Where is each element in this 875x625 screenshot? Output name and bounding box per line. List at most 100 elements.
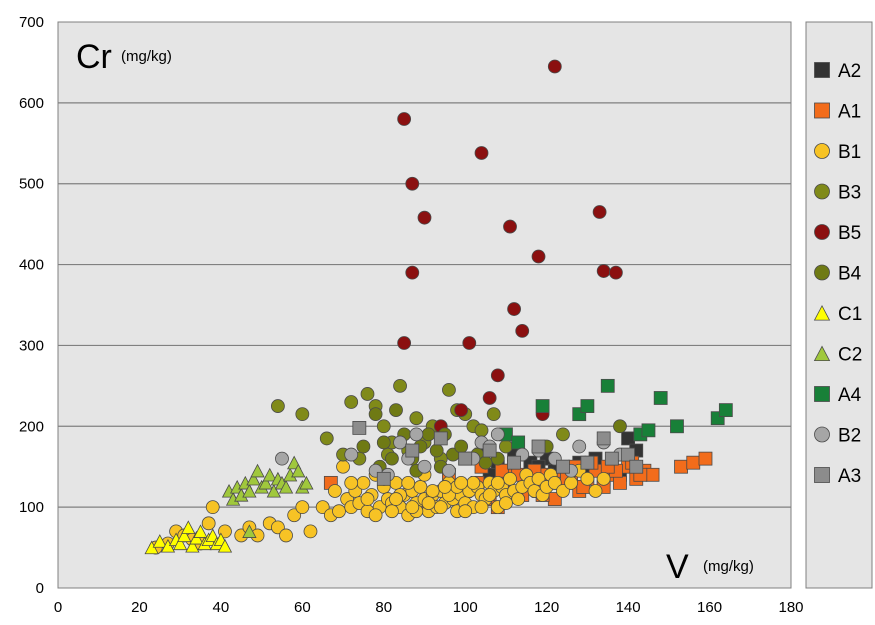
- data-point-a3: [629, 459, 644, 474]
- data-point-a3: [531, 439, 546, 454]
- data-point-b1: [588, 484, 603, 498]
- data-point-b3: [376, 419, 391, 434]
- data-point-b5: [474, 146, 489, 160]
- data-point-b1: [295, 500, 310, 515]
- data-point-b4: [478, 455, 493, 470]
- legend-label-b3: B3: [838, 183, 861, 204]
- data-point-c2: [299, 475, 314, 490]
- data-point-b3: [344, 395, 359, 409]
- legend-label-a4: A4: [838, 385, 862, 406]
- data-point-a3: [621, 447, 636, 462]
- data-point-b1: [490, 475, 505, 490]
- legend-label-a2: A2: [838, 61, 861, 82]
- data-point-c2: [262, 467, 277, 482]
- legend-label-a1: A1: [838, 102, 861, 123]
- data-point-b4: [389, 403, 403, 418]
- y-tick-label: 500: [19, 176, 44, 193]
- data-point-a1: [686, 455, 701, 470]
- data-point-c1: [185, 538, 200, 553]
- legend-label-a3: A3: [838, 466, 861, 487]
- data-point-b3: [270, 399, 285, 413]
- data-point-b3: [474, 423, 489, 438]
- y-tick-label: 700: [19, 14, 44, 31]
- data-point-c2: [242, 524, 257, 538]
- data-point-a3: [433, 431, 448, 446]
- y-tick-label: 600: [19, 95, 44, 112]
- legend-label-b4: B4: [838, 264, 862, 285]
- data-point-a3: [507, 455, 521, 470]
- data-point-b1: [336, 459, 350, 474]
- data-point-a3: [580, 455, 595, 470]
- x-tick-label: 180: [778, 599, 803, 616]
- data-point-b3: [409, 411, 424, 426]
- y-axis-unit: (mg/kg): [121, 48, 172, 65]
- data-point-b1: [503, 471, 517, 486]
- data-point-b5: [608, 265, 623, 280]
- data-point-b1: [421, 496, 436, 511]
- x-axis-unit: (mg/kg): [703, 558, 754, 575]
- legend-label-c2: C2: [838, 345, 862, 366]
- data-point-a4: [641, 423, 656, 438]
- legend-marker-b1: [814, 143, 830, 159]
- legend-label-c1: C1: [838, 304, 862, 325]
- data-point-b1: [454, 475, 469, 490]
- legend-marker-b3: [814, 183, 830, 200]
- data-point-b1: [360, 492, 375, 506]
- legend-marker-c1: [813, 305, 831, 321]
- data-point-b5: [503, 219, 517, 234]
- data-point-a4: [670, 419, 684, 434]
- data-point-b5: [547, 59, 562, 74]
- data-point-b5: [515, 323, 530, 338]
- data-point-b3: [319, 431, 334, 446]
- data-point-b1: [474, 500, 489, 515]
- x-tick-label: 120: [534, 599, 559, 616]
- data-point-b1: [564, 475, 578, 490]
- data-point-b1: [389, 492, 403, 506]
- data-point-b5: [490, 368, 505, 383]
- data-point-b1: [433, 500, 448, 515]
- data-point-c1: [173, 536, 188, 551]
- data-point-b5: [397, 112, 412, 126]
- data-point-b5: [596, 264, 611, 278]
- data-point-b3: [486, 407, 501, 422]
- tick-labels: 0 100 200 300 400 500 600 700 0 20 40 60 80 100 120 140…: [19, 14, 804, 616]
- data-point-b1: [401, 475, 416, 490]
- data-point-c2: [246, 471, 261, 486]
- data-point-c1: [217, 538, 233, 553]
- x-axis-title: V: [666, 548, 689, 586]
- x-tick-label: 80: [375, 599, 392, 616]
- data-point-b4: [356, 439, 371, 454]
- x-tick-label: 100: [453, 599, 478, 616]
- legend-marker-b4: [814, 264, 830, 281]
- data-point-b4: [421, 427, 436, 442]
- data-point-b1: [356, 475, 371, 490]
- x-tick-label: 160: [697, 599, 722, 616]
- data-point-b1: [205, 500, 220, 515]
- data-point-b1: [580, 471, 595, 486]
- data-point-a4: [511, 435, 526, 450]
- y-tick-label: 200: [19, 418, 44, 435]
- data-point-b1: [344, 475, 359, 490]
- data-point-b2: [393, 435, 407, 450]
- legend-marker-b5: [814, 224, 830, 240]
- legend-marker-a4: [814, 386, 830, 402]
- data-point-b5: [397, 336, 412, 350]
- x-tick-label: 0: [54, 599, 62, 616]
- data-point-a3: [376, 471, 391, 486]
- data-point-c2: [266, 483, 281, 498]
- data-point-c2: [242, 483, 257, 498]
- data-point-a3: [596, 431, 611, 446]
- data-point-b1: [332, 504, 346, 519]
- data-point-c2: [258, 475, 273, 490]
- legend: A2 A1 B1 B3 B5 B4 C1 C2 A4 B2 A3: [813, 61, 862, 487]
- data-point-b3: [442, 382, 456, 397]
- data-point-b5: [592, 205, 607, 219]
- legend-marker-a1: [814, 102, 830, 119]
- data-point-a1: [698, 451, 713, 466]
- data-point-a4: [535, 399, 550, 413]
- x-tick-label: 60: [294, 599, 311, 616]
- gridlines: [58, 102, 791, 508]
- legend-label-b2: B2: [838, 426, 861, 447]
- data-point-a1: [613, 475, 627, 490]
- data-point-a4: [600, 378, 615, 393]
